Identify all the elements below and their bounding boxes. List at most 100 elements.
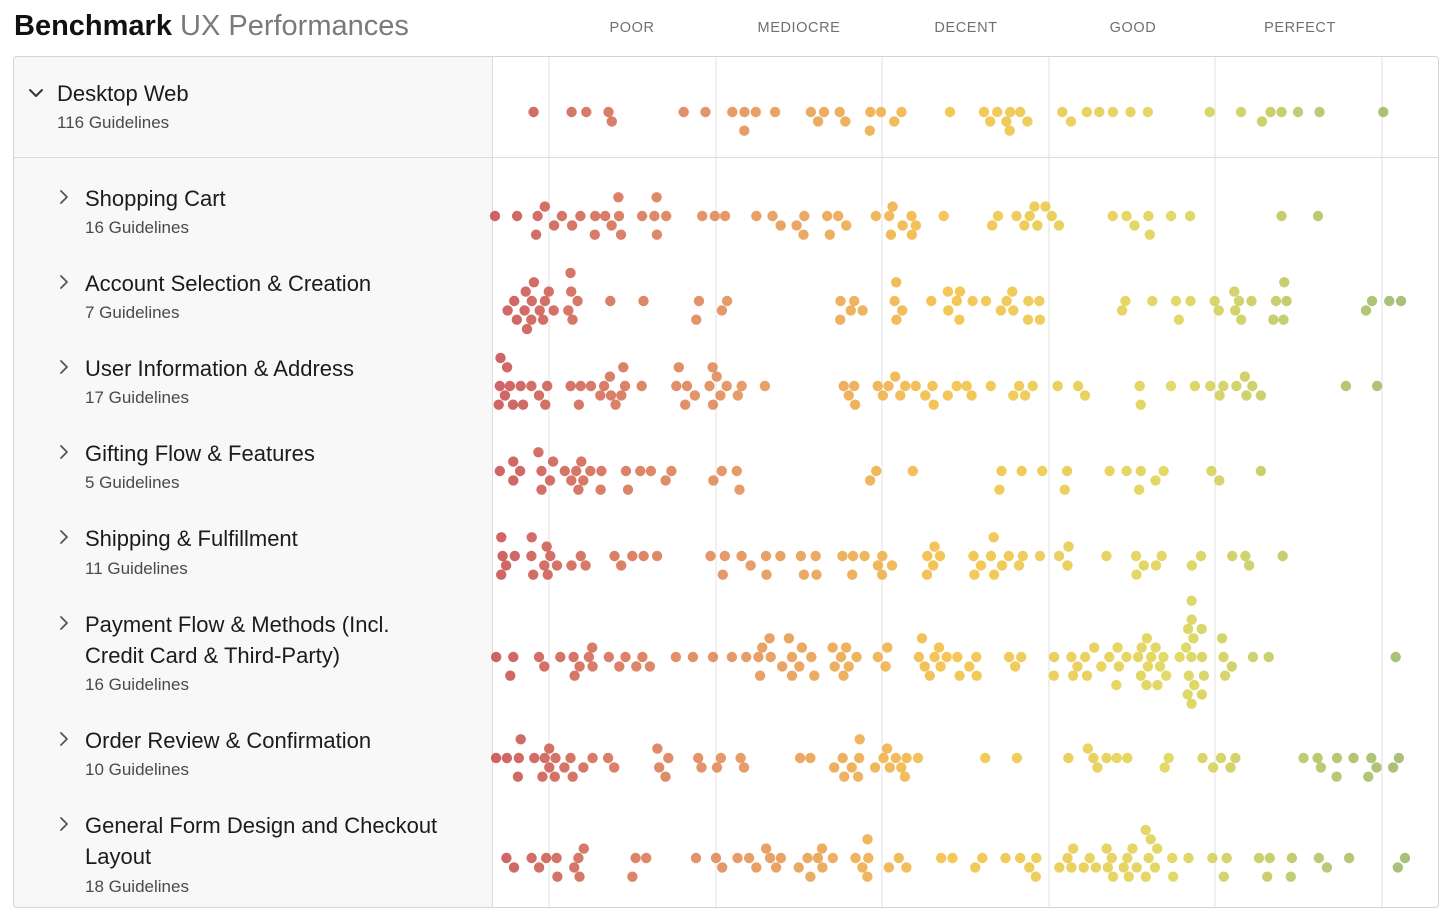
guideline-dot[interactable] — [839, 771, 850, 782]
guideline-dot[interactable] — [717, 569, 728, 580]
guideline-dot[interactable] — [739, 125, 750, 136]
guideline-dot[interactable] — [1158, 465, 1169, 477]
guideline-dot[interactable] — [891, 314, 902, 325]
guideline-dot[interactable] — [865, 106, 876, 118]
guideline-dot[interactable] — [504, 380, 516, 392]
guideline-dot[interactable] — [812, 116, 824, 127]
guideline-dot[interactable] — [1276, 210, 1287, 222]
guideline-dot[interactable] — [1121, 651, 1132, 663]
guideline-dot[interactable] — [1218, 651, 1229, 663]
guideline-dot[interactable] — [1163, 752, 1174, 764]
guideline-dot[interactable] — [715, 752, 727, 764]
guideline-dot[interactable] — [526, 380, 537, 392]
guideline-dot[interactable] — [890, 371, 901, 382]
guideline-dot[interactable] — [1120, 295, 1131, 307]
guideline-dot[interactable] — [1112, 642, 1123, 653]
guideline-dot[interactable] — [1022, 314, 1034, 325]
guideline-dot[interactable] — [928, 560, 939, 571]
guideline-dot[interactable] — [681, 380, 693, 392]
guideline-dot[interactable] — [636, 380, 647, 392]
guideline-dot[interactable] — [552, 871, 563, 882]
guideline-dot[interactable] — [833, 210, 844, 222]
guideline-dot[interactable] — [731, 465, 742, 477]
guideline-dot[interactable] — [1000, 852, 1011, 864]
guideline-dot[interactable] — [877, 550, 888, 562]
guideline-dot[interactable] — [495, 352, 506, 364]
guideline-dot[interactable] — [765, 651, 776, 663]
guideline-dot[interactable] — [1150, 642, 1161, 653]
guideline-dot[interactable] — [947, 852, 958, 864]
guideline-dot[interactable] — [1066, 862, 1077, 873]
guideline-dot[interactable] — [540, 399, 551, 410]
guideline-dot[interactable] — [1183, 852, 1194, 864]
guideline-dot[interactable] — [987, 220, 998, 231]
guideline-dot[interactable] — [739, 106, 750, 118]
guideline-dot[interactable] — [899, 771, 911, 782]
guideline-dot[interactable] — [1116, 305, 1128, 316]
guideline-dot[interactable] — [548, 305, 559, 316]
guideline-dot[interactable] — [1196, 651, 1208, 663]
guideline-dot[interactable] — [494, 380, 505, 392]
guideline-dot[interactable] — [494, 465, 505, 477]
chevron-down-icon[interactable] — [28, 86, 44, 100]
guideline-dot[interactable] — [536, 465, 547, 477]
guideline-dot[interactable] — [910, 220, 922, 231]
guideline-dot[interactable] — [550, 752, 561, 764]
guideline-dot[interactable] — [678, 106, 689, 118]
guideline-dot[interactable] — [573, 484, 584, 495]
guideline-dot[interactable] — [1142, 661, 1154, 672]
guideline-dot[interactable] — [1094, 106, 1105, 118]
guideline-dot[interactable] — [837, 752, 848, 764]
guideline-dot[interactable] — [882, 642, 893, 653]
guideline-dot[interactable] — [1230, 305, 1241, 316]
guideline-dot[interactable] — [578, 762, 589, 773]
guideline-dot[interactable] — [1022, 116, 1033, 127]
guideline-dot[interactable] — [754, 670, 766, 681]
guideline-dot[interactable] — [862, 871, 873, 882]
guideline-dot[interactable] — [1144, 229, 1156, 240]
guideline-dot[interactable] — [499, 390, 511, 401]
guideline-dot[interactable] — [1034, 295, 1045, 307]
guideline-dot[interactable] — [1209, 295, 1220, 307]
guideline-dot[interactable] — [609, 762, 620, 773]
guideline-dot[interactable] — [627, 871, 638, 882]
guideline-dot[interactable] — [1186, 651, 1197, 663]
guideline-dot[interactable] — [1265, 106, 1276, 118]
guideline-dot[interactable] — [1286, 852, 1298, 864]
guideline-dot[interactable] — [863, 852, 874, 864]
guideline-dot[interactable] — [585, 380, 597, 392]
guideline-dot[interactable] — [587, 642, 598, 653]
guideline-dot[interactable] — [716, 465, 727, 477]
guideline-dot[interactable] — [872, 380, 883, 392]
guideline-dot[interactable] — [1168, 871, 1179, 882]
guideline-dot[interactable] — [1107, 871, 1119, 882]
guideline-dot[interactable] — [493, 399, 504, 410]
guideline-dot[interactable] — [775, 550, 786, 562]
guideline-dot[interactable] — [764, 852, 776, 864]
guideline-dot[interactable] — [922, 550, 933, 562]
guideline-dot[interactable] — [1214, 475, 1225, 486]
guideline-dot[interactable] — [1198, 670, 1210, 681]
guideline-dot[interactable] — [1285, 871, 1297, 882]
guideline-dot[interactable] — [711, 762, 723, 773]
guideline-dot[interactable] — [920, 390, 931, 401]
guideline-dot[interactable] — [1067, 670, 1079, 681]
guideline-dot[interactable] — [1063, 541, 1074, 552]
guideline-dot[interactable] — [489, 210, 501, 222]
guideline-dot[interactable] — [530, 229, 542, 240]
guideline-dot[interactable] — [551, 852, 562, 864]
guideline-dot[interactable] — [944, 106, 956, 118]
guideline-dot[interactable] — [700, 106, 711, 118]
guideline-dot[interactable] — [1150, 475, 1161, 486]
guideline-dot[interactable] — [1063, 752, 1074, 764]
guideline-dot[interactable] — [741, 651, 752, 663]
guideline-dot[interactable] — [1360, 305, 1372, 316]
guideline-dot[interactable] — [717, 862, 728, 873]
guideline-dot[interactable] — [534, 305, 545, 316]
guideline-dot[interactable] — [791, 220, 802, 231]
guideline-dot[interactable] — [810, 550, 821, 562]
guideline-dot[interactable] — [1065, 116, 1077, 127]
guideline-dot[interactable] — [1186, 595, 1197, 606]
guideline-dot[interactable] — [895, 390, 906, 401]
guideline-dot[interactable] — [1279, 277, 1290, 288]
